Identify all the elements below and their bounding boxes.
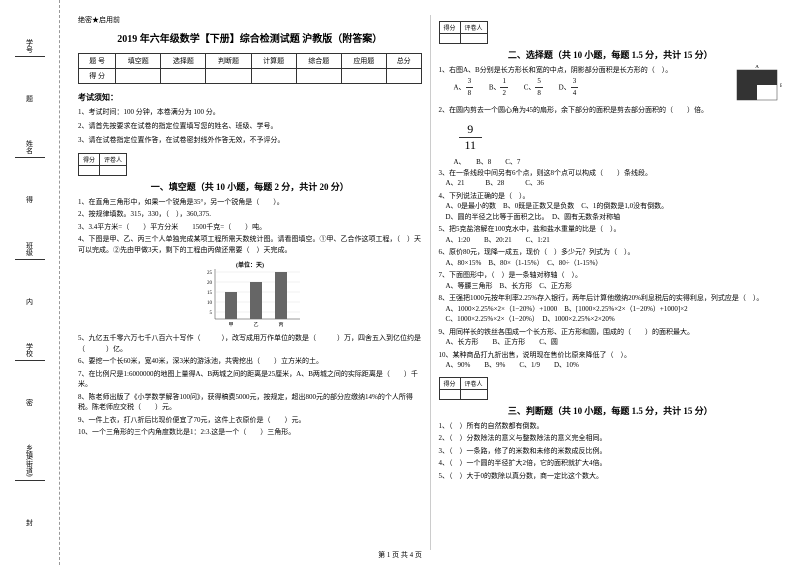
section3-header: 得分评卷人 — [439, 377, 783, 400]
right-column: 得分评卷人 二、选择题（共 10 小题，每题 1.5 分，共计 15 分） A … — [431, 15, 791, 550]
question: 5、（ ）大于0的数除以真分数，商一定比这个数大。 — [439, 471, 783, 482]
main-content: 绝密★启用前 2019 年六年级数学【下册】综合检测试题 沪教版（附答案） 题 … — [60, 0, 800, 565]
question: 7、下面图形中，（ ）是一条轴对称轴（ ）。 A、等腰三角形 B、长方形 C、正… — [439, 270, 783, 291]
svg-text:20: 20 — [207, 281, 213, 286]
seal-char: 内 — [25, 298, 35, 305]
q1-options: A、38 B、12 C、58 D、34 — [439, 76, 783, 99]
question: 3、（ ）一条路，修了的米数和未修的米数成反比例。 — [439, 446, 783, 457]
secret-label: 绝密★启用前 — [78, 15, 422, 25]
svg-text:甲: 甲 — [228, 322, 233, 328]
svg-text:5: 5 — [209, 311, 212, 316]
question-2: 2、在圆内剪去一个圆心角为45的扇形，余下部分的面积是剪去部分面积的（ ）倍。 — [439, 105, 783, 116]
th-choice: 选择题 — [161, 54, 206, 69]
rectangle-diagram: A B — [732, 65, 782, 105]
td-score: 得 分 — [79, 69, 116, 84]
question: 8、王强把1000元按年利率2.25%存入银行，两年后计算他缴纳20%利息税后的… — [439, 293, 783, 325]
question: 5、把5克盐溶解在100克水中，盐和盐水重量的比是（ ）。 A、1:20 B、2… — [439, 224, 783, 245]
svg-text:丙: 丙 — [278, 322, 283, 328]
notice-item: 2、请首先按要求在试卷的指定位置填写您的姓名、班级、学号。 — [78, 121, 422, 132]
seal-char: 封 — [25, 519, 35, 526]
q2-options: A、 B、8 C、7 — [439, 157, 783, 168]
svg-text:A: A — [755, 65, 759, 70]
question: 4、下图是甲、乙、丙三个人单独完成某项工程所需天数统计图。请看图填空。①甲、乙合… — [78, 234, 422, 255]
section3-title: 三、判断题（共 10 小题，每题 1.5 分，共计 15 分） — [439, 404, 783, 417]
seal-char: 得 — [25, 196, 35, 203]
section2-header: 得分评卷人 — [439, 21, 783, 44]
th-fill: 填空题 — [116, 54, 161, 69]
score-box: 得分评卷人 — [439, 377, 488, 400]
bar-chart: (单位：天) 25 20 15 10 5 甲 乙 丙 — [190, 259, 310, 329]
th-app: 应用题 — [341, 54, 386, 69]
question: 6、原价80元，现降一成五，现价（ ）多少元？列式为（ ）。 A、80×15% … — [439, 247, 783, 268]
binding-field-class: 班级 — [15, 242, 45, 260]
question: 10、一个三角形的三个内角度数比是1：2:3.这是一个（ ）三角形。 — [78, 427, 422, 438]
notice-item: 3、请在试卷指定位置作答，在试卷密封线外作答无效，不予评分。 — [78, 135, 422, 146]
question: 6、要挖一个长60米，宽40米，深3米的游泳池，共需挖出（ ）立方米的土。 — [78, 356, 422, 367]
exam-title: 2019 年六年级数学【下册】综合检测试题 沪教版（附答案） — [78, 30, 422, 45]
binding-field-town: 乡镇(街道) — [15, 444, 45, 481]
question: 3、在一条线段中间另有6个点，则这8个点可以构成（ ）条线段。 A、21 B、2… — [439, 168, 783, 189]
chart-unit: (单位：天) — [236, 261, 264, 269]
seal-char: 题 — [25, 95, 35, 102]
svg-text:15: 15 — [207, 291, 213, 296]
question: 9、一件上衣，打八折后比现价便宜了70元，这件上衣原价是（ ）元。 — [78, 415, 422, 426]
notice-title: 考试须知： — [78, 92, 422, 103]
binding-field-school: 学校 — [15, 343, 45, 361]
section2-title: 二、选择题（共 10 小题，每题 1.5 分，共计 15 分） — [439, 48, 783, 61]
binding-field-name: 姓名 — [15, 140, 45, 158]
question: 7、在比例尺是1:6000000的地图上量得A、B两城之间的距离是25厘米，A、… — [78, 369, 422, 390]
question: 8、陈老师出版了《小学数学解答100问》，获得稿费5000元，按规定，超出800… — [78, 392, 422, 413]
binding-field-xuehao: 学号 — [15, 39, 45, 57]
score-summary-table: 题 号 填空题 选择题 判断题 计算题 综合题 应用题 总分 得 分 — [78, 53, 422, 84]
section1-header: 得分评卷人 — [78, 153, 422, 176]
seal-char: 密 — [25, 399, 35, 406]
left-column: 绝密★启用前 2019 年六年级数学【下册】综合检测试题 沪教版（附答案） 题 … — [70, 15, 431, 550]
question: 4、下列说法正确的是（ ）。 A、0是最小的数 B、0既是正数又是负数 C、1的… — [439, 191, 783, 223]
svg-text:10: 10 — [207, 301, 213, 306]
svg-text:25: 25 — [207, 271, 213, 276]
score-box: 得分评卷人 — [78, 153, 127, 176]
page-footer: 第 1 页 共 4 页 — [378, 550, 422, 560]
th-judge: 判断题 — [206, 54, 251, 69]
svg-text:乙: 乙 — [253, 321, 258, 328]
question: 9、用同样长的铁丝各围成一个长方形、正方形和圆，围成的（ ）的面积最大。 A、长… — [439, 327, 783, 348]
notice-item: 1、考试时间：100 分钟，本卷满分为 100 分。 — [78, 107, 422, 118]
question: 1、在直角三角形中，如果一个锐角是35°，另一个锐角是（ ）。 — [78, 197, 422, 208]
question: 1、（ ）所有的自然数都有倒数。 — [439, 421, 783, 432]
svg-text:B: B — [780, 84, 782, 89]
question-1: A B 1、右图A、B分别是长方形长和宽的中点，阴影部分面积是长方形的（ ）。 … — [439, 65, 783, 99]
th-total: 总分 — [386, 54, 421, 69]
th-calc: 计算题 — [251, 54, 296, 69]
th-num: 题 号 — [79, 54, 116, 69]
q2-fraction: 9 11 — [459, 122, 483, 153]
binding-margin: 学号 题 姓名 得 班级 内 学校 密 乡镇(街道) 封 — [0, 0, 60, 565]
question: 3、3.4平方米=（ ）平方分米 1500千克=（ ）吨。 — [78, 222, 422, 233]
question: 5、九亿五千零六万七千八百六十写作（ ），改写成用万作单位的数是（ ）万，四舍五… — [78, 333, 422, 354]
score-box: 得分评卷人 — [439, 21, 488, 44]
question: 4、（ ）一个圆的半径扩大2倍，它的面积就扩大4倍。 — [439, 458, 783, 469]
question: 2、（ ）分数除法的意义与整数除法的意义完全相同。 — [439, 433, 783, 444]
th-comp: 综合题 — [296, 54, 341, 69]
section1-title: 一、填空题（共 10 小题，每题 2 分，共计 20 分） — [78, 180, 422, 193]
question: 10、某种商品打九折出售，说明现在售价比原来降低了（ ）。 A、90% B、9%… — [439, 350, 783, 371]
question: 2、按规律填数。315，330，（ ），360,375. — [78, 209, 422, 220]
